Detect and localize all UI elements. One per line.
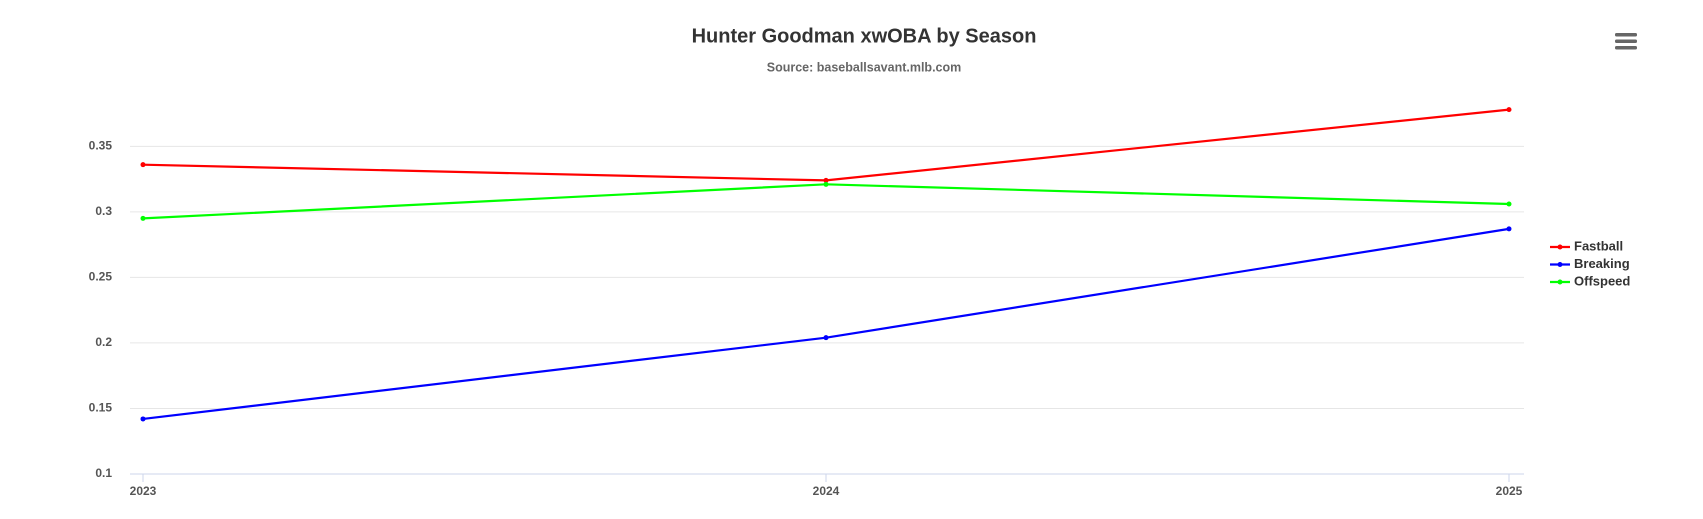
legend: Fastball Breaking Offspeed (1550, 238, 1630, 288)
legend-item[interactable]: Offspeed (1550, 273, 1630, 288)
legend-item[interactable]: Breaking (1550, 256, 1630, 271)
chart-subtitle: Source: baseballsavant.mlb.com (767, 60, 962, 74)
y-tick-label: 0.2 (95, 335, 112, 349)
data-point (140, 162, 146, 168)
y-tick-label: 0.15 (89, 401, 113, 415)
data-point (1506, 107, 1512, 113)
x-tick-label: 2025 (1496, 484, 1523, 498)
legend-label: Breaking (1574, 256, 1630, 271)
menu-bar (1615, 33, 1637, 37)
chart-title: Hunter Goodman xwOBA by Season (692, 25, 1037, 47)
data-point (1506, 226, 1512, 232)
legend-marker (1557, 262, 1563, 267)
data-point (140, 416, 146, 422)
series-line (142, 108, 1510, 182)
series-line (142, 183, 1510, 220)
menu-button[interactable] (1615, 33, 1637, 50)
legend-item[interactable]: Fastball (1550, 238, 1623, 253)
x-tick-label: 2023 (130, 484, 157, 498)
legend-marker (1557, 279, 1563, 285)
data-point (823, 335, 829, 341)
data-point (1506, 201, 1512, 207)
menu-bar (1615, 39, 1637, 43)
legend-label: Offspeed (1574, 273, 1630, 288)
legend-label: Fastball (1574, 238, 1623, 253)
data-point (823, 177, 829, 183)
data-point (140, 215, 146, 221)
y-tick-label: 0.3 (95, 204, 112, 218)
menu-bar (1615, 46, 1637, 50)
y-tick-label: 0.1 (95, 466, 112, 480)
y-tick-label: 0.35 (89, 138, 113, 152)
x-tick-label: 2024 (813, 484, 840, 498)
data-point (823, 181, 829, 187)
series-line (142, 227, 1510, 421)
legend-marker (1557, 244, 1563, 250)
y-tick-label: 0.25 (89, 270, 113, 284)
